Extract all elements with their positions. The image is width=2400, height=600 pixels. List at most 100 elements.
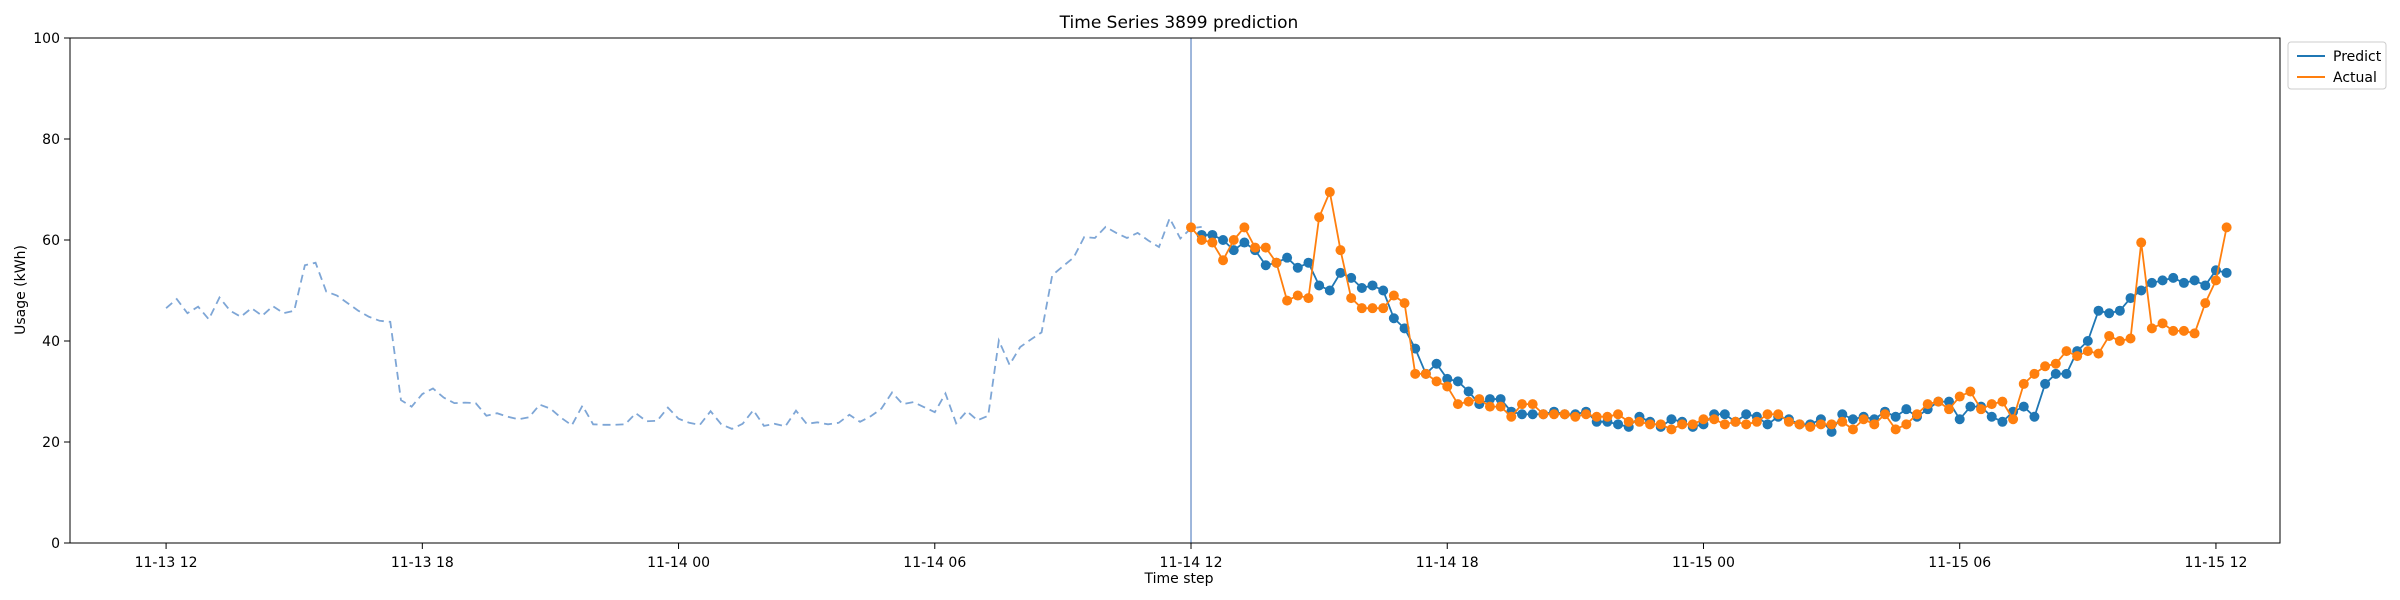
point-actual	[1815, 419, 1826, 430]
point-actual	[1634, 416, 1645, 427]
legend-label-actual: Actual	[2333, 70, 2377, 86]
point-actual	[1944, 404, 1955, 415]
point-predict	[2104, 308, 2115, 319]
y-axis: 0 20 40 60 80 100	[33, 31, 70, 552]
point-actual	[1314, 212, 1325, 223]
point-predict	[1516, 409, 1527, 420]
point-actual	[1655, 419, 1666, 430]
point-actual	[1965, 386, 1976, 397]
point-actual	[1324, 187, 1335, 198]
point-predict	[1218, 235, 1229, 245]
legend-label-predict: Predict	[2333, 49, 2382, 65]
point-actual	[1677, 419, 1688, 430]
point-actual	[1463, 396, 1474, 407]
point-actual	[1399, 298, 1410, 309]
point-predict	[1452, 376, 1463, 387]
point-actual	[2018, 378, 2029, 389]
point-actual	[1858, 414, 1869, 425]
x-tick-label: 11-14 12	[1160, 555, 1223, 571]
point-actual	[1783, 416, 1794, 427]
point-actual	[1388, 290, 1399, 301]
point-predict	[1837, 409, 1848, 420]
point-predict	[1986, 411, 1997, 422]
point-actual	[1516, 399, 1527, 410]
point-actual	[1837, 416, 1848, 427]
point-actual	[2125, 333, 2136, 344]
point-predict	[1826, 426, 1837, 437]
point-actual	[1452, 399, 1463, 410]
point-actual	[1645, 419, 1656, 430]
plot-frame	[69, 37, 2281, 544]
point-actual	[1719, 419, 1730, 430]
point-predict	[1954, 414, 1965, 425]
point-predict	[1207, 229, 1218, 240]
point-predict	[1965, 401, 1976, 412]
point-actual	[1901, 419, 1912, 430]
y-tick-label: 100	[33, 31, 60, 47]
point-actual	[1474, 394, 1485, 405]
x-tick-label: 11-15 12	[2184, 555, 2247, 571]
point-actual	[1335, 245, 1346, 256]
x-tick-label: 11-14 00	[647, 555, 710, 571]
point-actual	[1890, 424, 1901, 435]
point-actual	[1527, 399, 1538, 410]
point-predict	[1944, 396, 1955, 407]
point-actual	[1730, 416, 1741, 427]
point-actual	[1495, 401, 1506, 412]
point-actual	[2040, 361, 2051, 372]
point-actual	[1826, 419, 1837, 430]
point-predict	[1356, 282, 1367, 293]
point-predict	[2061, 368, 2072, 379]
y-axis-title: Usage (kWh)	[13, 245, 29, 335]
point-actual	[1613, 409, 1624, 420]
point-actual	[2221, 222, 2232, 233]
point-predict	[1410, 343, 1421, 354]
point-actual	[1549, 409, 1560, 420]
point-actual	[1303, 293, 1314, 304]
point-actual	[1986, 399, 1997, 410]
x-tick-label: 11-13 12	[135, 555, 198, 571]
point-predict	[1890, 411, 1901, 422]
legend: Predict Actual	[2287, 41, 2387, 90]
point-actual	[1484, 401, 1495, 412]
point-predict	[1495, 394, 1506, 405]
point-actual	[1741, 419, 1752, 430]
point-actual	[1879, 409, 1890, 420]
point-actual	[1282, 295, 1293, 306]
point-predict	[1335, 267, 1346, 278]
point-actual	[1591, 411, 1602, 422]
point-actual	[1196, 235, 1207, 245]
point-actual	[1698, 414, 1709, 425]
point-predict	[1388, 313, 1399, 324]
point-actual	[1997, 396, 2008, 407]
plot-area	[165, 38, 2232, 543]
point-predict	[1314, 280, 1325, 291]
series-predict-line	[1201, 234, 2227, 434]
point-actual	[1602, 411, 1613, 422]
point-actual	[1805, 421, 1816, 432]
point-actual	[1367, 303, 1378, 314]
point-actual	[1260, 242, 1271, 253]
point-predict	[2221, 267, 2232, 278]
point-actual	[1207, 237, 1218, 248]
x-axis: 11-13 12 11-13 18 11-14 00 11-14 06 11-14 12…	[135, 543, 2247, 571]
point-actual	[1431, 376, 1442, 387]
point-actual	[1794, 419, 1805, 430]
point-predict	[1997, 416, 2008, 427]
point-actual	[2050, 358, 2061, 369]
point-actual	[1218, 255, 1229, 266]
point-actual	[1250, 242, 1261, 253]
point-actual	[1869, 419, 1880, 430]
point-actual	[1292, 290, 1303, 301]
point-actual	[1228, 235, 1239, 245]
point-actual	[2178, 325, 2189, 336]
point-predict	[2040, 378, 2051, 389]
point-actual	[1186, 222, 1197, 233]
point-predict	[1901, 404, 1912, 415]
point-actual	[2061, 346, 2072, 357]
x-tick-label: 11-15 06	[1928, 555, 1991, 571]
point-predict	[1719, 409, 1730, 420]
point-predict	[2168, 272, 2179, 283]
point-actual	[1559, 409, 1570, 420]
point-predict	[2093, 305, 2104, 316]
